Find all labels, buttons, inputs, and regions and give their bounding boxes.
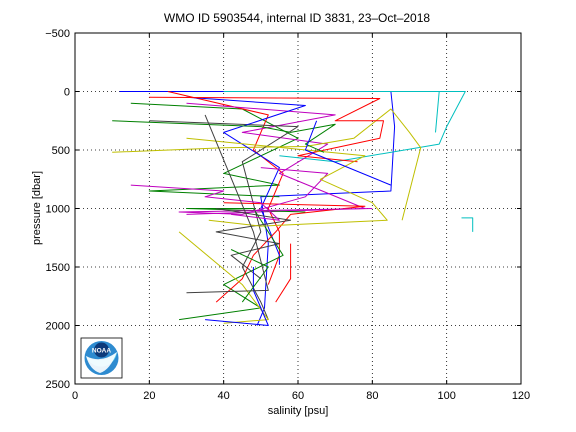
data-series: [112, 91, 474, 326]
series-line-15: [205, 267, 269, 326]
series-line-12: [461, 217, 474, 232]
series-line-17: [149, 96, 384, 163]
series-line-19: [130, 184, 280, 221]
x-tick-label: 20: [143, 390, 155, 402]
y-tick-label: 1500: [46, 262, 70, 274]
y-tick-label: −500: [45, 28, 70, 40]
grid-lines: [75, 33, 521, 384]
series-line-22: [275, 243, 292, 303]
x-tick-label: 40: [218, 390, 230, 402]
y-axis-label: pressure [dbar]: [31, 171, 43, 245]
y-tick-label: 0: [64, 87, 70, 99]
series-line-3: [167, 91, 284, 285]
axis-ticks: 0 20 40 60 80 100 120 −500 0 500 1000 1500 2000 2500: [45, 28, 530, 402]
series-line-14: [215, 208, 292, 280]
y-tick-label: 2000: [46, 321, 70, 333]
noaa-logo: NOAA: [80, 337, 123, 379]
series-line-20: [112, 120, 336, 153]
y-tick-label: 500: [52, 145, 70, 157]
x-tick-label: 100: [437, 390, 455, 402]
x-axis-label: salinity [psu]: [268, 405, 329, 417]
x-tick-label: 60: [292, 390, 304, 402]
y-tick-label: 2500: [46, 379, 70, 391]
series-line-18: [186, 137, 388, 227]
x-tick-label: 0: [72, 390, 78, 402]
series-line-8: [186, 96, 306, 265]
series-line-13: [178, 231, 269, 324]
series-line-1: [119, 91, 396, 326]
x-tick-label: 120: [512, 390, 530, 402]
y-tick-label: 1000: [46, 204, 70, 216]
chart-title: WMO ID 5903544, internal ID 3831, 23–Oct…: [164, 11, 430, 25]
x-tick-label: 80: [366, 390, 378, 402]
series-line-10: [215, 202, 366, 303]
noaa-logo-text: NOAA: [92, 348, 111, 355]
series-line-21: [186, 114, 269, 294]
series-line-11: [178, 167, 373, 215]
series-line-7: [149, 120, 299, 320]
series-line-23: [304, 120, 392, 186]
series-line-24: [279, 91, 440, 133]
series-line-6: [112, 108, 422, 221]
